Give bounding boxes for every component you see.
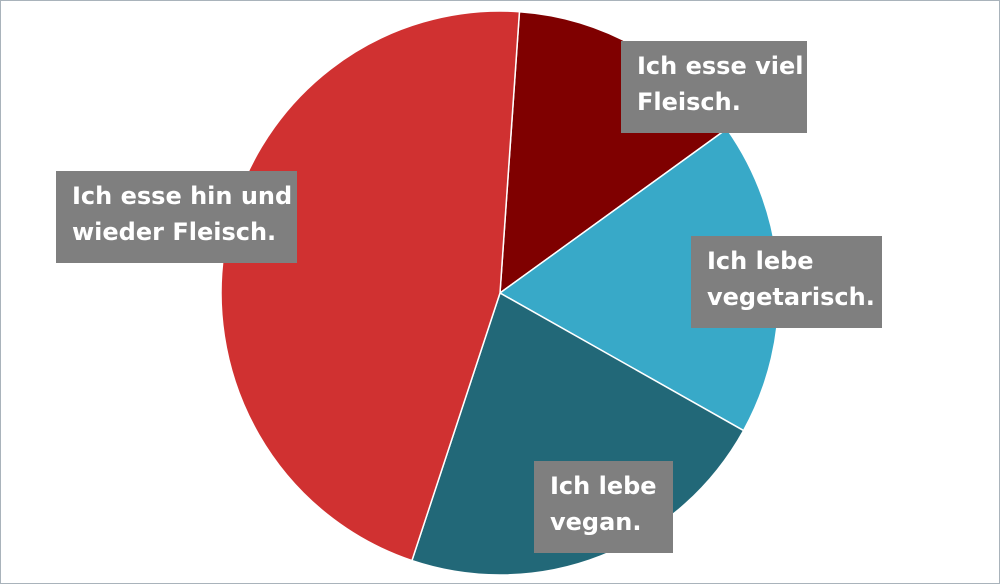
slice-label-line: Ich esse viel (637, 52, 804, 80)
slice-label-line: Fleisch. (637, 88, 741, 116)
slice-label-line: Ich esse hin und (72, 182, 293, 210)
slice-label-vegetarisch: Ich lebe vegetarisch. (691, 236, 882, 328)
slice-label-line: wieder Fleisch. (72, 218, 277, 246)
slice-label-line: vegetarisch. (707, 283, 875, 311)
slice-label-viel-fleisch: Ich esse viel Fleisch. (621, 41, 807, 133)
slice-label-vegan: Ich lebe vegan. (534, 461, 673, 553)
slice-label-line: Ich lebe (707, 247, 814, 275)
slice-label-line: Ich lebe (550, 472, 657, 500)
slice-label-line: vegan. (550, 508, 642, 536)
slice-label-hin-und-wieder: Ich esse hin und wieder Fleisch. (56, 171, 297, 263)
